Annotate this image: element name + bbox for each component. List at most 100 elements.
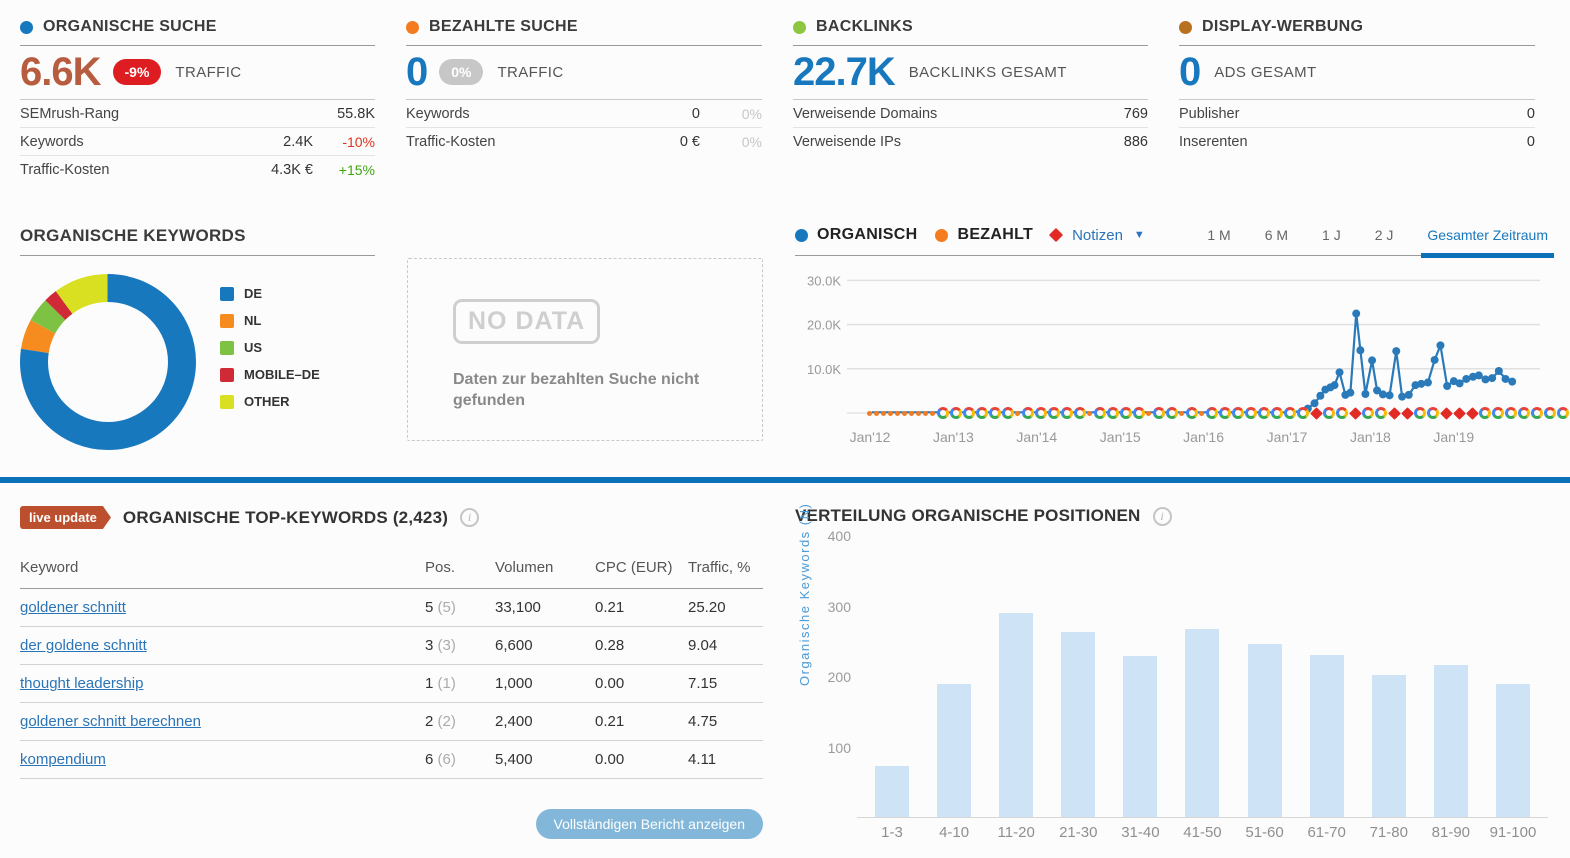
paid-marker-icon[interactable] xyxy=(881,410,886,416)
paid-marker-icon[interactable] xyxy=(874,410,879,416)
note-marker-icon[interactable] xyxy=(1310,406,1323,420)
range-1J[interactable]: 1 J xyxy=(1322,227,1341,243)
google-update-icon[interactable] xyxy=(1544,407,1556,419)
bar-11-20[interactable] xyxy=(999,613,1034,817)
info-icon[interactable]: i xyxy=(460,508,480,527)
google-update-icon[interactable] xyxy=(1120,407,1132,419)
google-update-icon[interactable] xyxy=(1258,407,1270,419)
paid-marker-icon[interactable] xyxy=(1179,410,1184,416)
google-update-icon[interactable] xyxy=(1035,407,1047,419)
range-gesamter-zeitraum[interactable]: Gesamter Zeitraum xyxy=(1421,227,1554,258)
full-report-button[interactable]: Vollständigen Bericht anzeigen xyxy=(535,809,763,839)
range-6M[interactable]: 6 M xyxy=(1264,227,1289,243)
google-update-icon[interactable] xyxy=(1336,407,1348,419)
paid-marker-icon[interactable] xyxy=(867,410,872,416)
google-update-icon[interactable] xyxy=(1505,407,1517,419)
google-update-icon[interactable] xyxy=(1061,407,1073,419)
bar-61-70[interactable] xyxy=(1309,655,1344,817)
bar-21-30[interactable] xyxy=(1061,632,1096,817)
google-update-icon[interactable] xyxy=(1232,407,1244,419)
paid-marker-icon[interactable] xyxy=(930,410,935,416)
legend-item-OTHER[interactable]: OTHER xyxy=(220,394,320,409)
google-update-icon[interactable] xyxy=(1166,407,1178,419)
legend-item-US[interactable]: US xyxy=(220,340,320,355)
google-update-icon[interactable] xyxy=(1271,407,1283,419)
bar-81-90[interactable] xyxy=(1433,665,1468,817)
google-update-icon[interactable] xyxy=(1518,407,1530,419)
bar-1-3[interactable] xyxy=(875,766,909,817)
google-update-icon[interactable] xyxy=(1219,407,1231,419)
chart-annotations-row[interactable] xyxy=(867,405,1570,421)
paid-marker-icon[interactable] xyxy=(1087,410,1092,416)
legend-item-DE[interactable]: DE xyxy=(220,286,320,301)
google-update-icon[interactable] xyxy=(1492,407,1504,419)
google-update-icon[interactable] xyxy=(1153,407,1165,419)
paid-marker-icon[interactable] xyxy=(909,410,914,416)
google-update-icon[interactable] xyxy=(937,407,949,419)
keyword-link[interactable]: der goldene schnitt xyxy=(20,637,147,654)
col-header-traffic[interactable]: Traffic, % xyxy=(688,551,763,589)
range-2J[interactable]: 2 J xyxy=(1374,227,1394,243)
note-marker-icon[interactable] xyxy=(1349,406,1362,420)
note-marker-icon[interactable] xyxy=(1401,406,1414,420)
keyword-link[interactable]: goldener schnitt berechnen xyxy=(20,713,201,730)
paid-marker-icon[interactable] xyxy=(916,410,921,416)
google-update-icon[interactable] xyxy=(1297,407,1309,419)
google-update-icon[interactable] xyxy=(1133,407,1145,419)
paid-marker-icon[interactable] xyxy=(1146,410,1151,416)
info-icon[interactable]: i xyxy=(1152,506,1172,526)
google-update-icon[interactable] xyxy=(1206,407,1218,419)
google-update-icon[interactable] xyxy=(950,407,962,419)
traffic-trend-chart[interactable]: 10.0K 20.0K 30.0K Jan'12 Jan'13 Jan'14 Jan'15 J… xyxy=(795,264,1569,464)
google-update-icon[interactable] xyxy=(1186,407,1198,419)
paid-marker-icon[interactable] xyxy=(902,410,907,416)
bar-31-40[interactable] xyxy=(1123,656,1158,817)
google-update-icon[interactable] xyxy=(1094,407,1106,419)
paid-marker-icon[interactable] xyxy=(895,410,900,416)
note-marker-icon[interactable] xyxy=(1453,406,1466,420)
note-marker-icon[interactable] xyxy=(1440,406,1453,420)
paid-marker-icon[interactable] xyxy=(1199,410,1204,416)
legend-paid[interactable]: BEZAHLT xyxy=(935,226,1033,244)
keyword-link[interactable]: thought leadership xyxy=(20,675,144,692)
bar-91-100[interactable] xyxy=(1495,684,1530,817)
paid-marker-icon[interactable] xyxy=(1015,410,1020,416)
google-update-icon[interactable] xyxy=(1414,407,1426,419)
google-update-icon[interactable] xyxy=(989,407,1001,419)
position-distribution-chart[interactable]: Organische Keywords (N) 1-3 4-10 11-20 21-3… xyxy=(795,503,1548,841)
google-update-icon[interactable] xyxy=(1022,407,1034,419)
google-update-icon[interactable] xyxy=(1048,407,1060,419)
donut-segment-OTHER[interactable] xyxy=(20,274,196,450)
col-header-keyword[interactable]: Keyword xyxy=(20,551,425,589)
paid-marker-icon[interactable] xyxy=(888,410,893,416)
bar-51-60[interactable] xyxy=(1247,644,1282,817)
google-update-icon[interactable] xyxy=(976,407,988,419)
note-marker-icon[interactable] xyxy=(1466,406,1479,420)
google-update-icon[interactable] xyxy=(1284,407,1296,419)
notes-dropdown[interactable]: Notizen ▼ xyxy=(1048,227,1145,244)
google-update-icon[interactable] xyxy=(1107,407,1119,419)
google-update-icon[interactable] xyxy=(1074,407,1086,419)
google-update-icon[interactable] xyxy=(1531,407,1543,419)
google-update-icon[interactable] xyxy=(1323,407,1335,419)
google-update-icon[interactable] xyxy=(1362,407,1374,419)
bar-4-10[interactable] xyxy=(937,684,972,817)
bar-41-50[interactable] xyxy=(1185,629,1220,817)
google-update-icon[interactable] xyxy=(1375,407,1387,419)
google-update-icon[interactable] xyxy=(1427,407,1439,419)
paid-marker-icon[interactable] xyxy=(923,410,928,416)
google-update-icon[interactable] xyxy=(1002,407,1014,419)
keyword-link[interactable]: goldener schnitt xyxy=(20,599,126,616)
bar-71-80[interactable] xyxy=(1371,675,1406,817)
legend-item-NL[interactable]: NL xyxy=(220,313,320,328)
range-1M[interactable]: 1 M xyxy=(1207,227,1231,243)
keywords-donut-chart[interactable] xyxy=(20,274,196,450)
google-update-icon[interactable] xyxy=(1245,407,1257,419)
col-header-cpc[interactable]: CPC (EUR) xyxy=(595,551,688,589)
legend-item-MOBILE–DE[interactable]: MOBILE–DE xyxy=(220,367,320,382)
note-marker-icon[interactable] xyxy=(1388,406,1401,420)
col-header-pos[interactable]: Pos. xyxy=(425,551,495,589)
google-update-icon[interactable] xyxy=(1479,407,1491,419)
legend-organic[interactable]: ORGANISCH xyxy=(795,226,917,244)
keyword-link[interactable]: kompendium xyxy=(20,751,106,768)
